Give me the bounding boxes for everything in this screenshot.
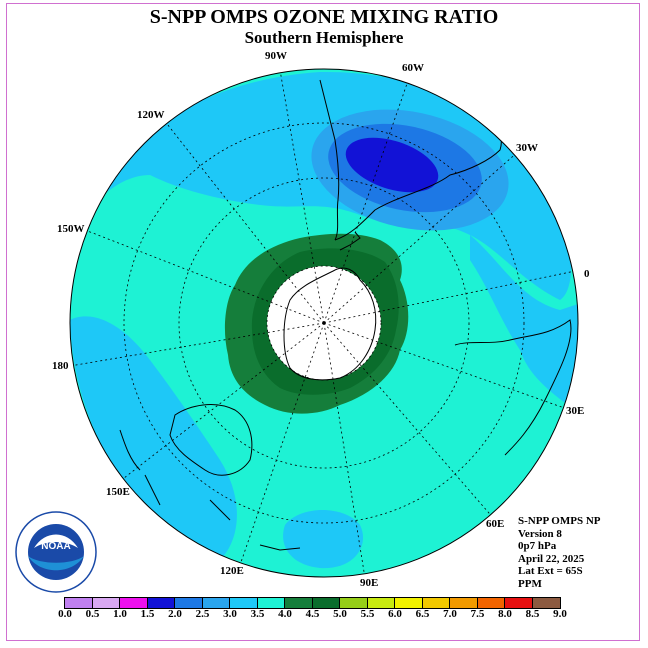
colorbar-tick-label: 3.5 (250, 608, 265, 620)
info-level: 0p7 hPa (518, 540, 557, 552)
map-title: S-NPP OMPS OZONE MIXING RATIO (149, 6, 499, 28)
colorbar-swatch (450, 598, 478, 608)
colorbar-tick-label: 7.5 (470, 608, 485, 620)
colorbar-tick-label: 0.0 (58, 608, 72, 620)
lon-label-120w: 120W (137, 109, 165, 121)
colorbar-tick-label: 2.0 (168, 608, 182, 620)
colorbar-tick-label: 8.0 (498, 608, 512, 620)
lon-label-0: 0 (584, 268, 590, 280)
lon-label-120e: 120E (220, 565, 244, 577)
info-units: PPM (518, 577, 542, 590)
colorbar-swatch (202, 598, 230, 608)
plot-frame (6, 3, 640, 641)
colorbar-tick-label: 5.0 (333, 608, 347, 620)
noaa-logo (15, 511, 97, 593)
colorbar-tick-label: 1.0 (113, 608, 127, 620)
colorbar-tick-label: 2.5 (195, 608, 210, 620)
lon-label-90w: 90W (265, 50, 287, 62)
info-date: April 22, 2025 (518, 552, 585, 565)
colorbar-tick-label: 5.5 (360, 608, 375, 620)
lon-label-180: 180 (52, 360, 69, 372)
colorbar-swatch (175, 598, 203, 608)
colorbar-swatch (340, 598, 368, 608)
lon-label-60w: 60W (402, 62, 424, 74)
colorbar-tick-label: 7.0 (443, 608, 457, 620)
colorbar-tick-label: 0.5 (85, 608, 100, 620)
map-subtitle: Southern Hemisphere (244, 28, 404, 47)
meridians (70, 69, 578, 577)
colorbar-tick-label: 3.0 (223, 608, 237, 620)
map-boundary (69, 68, 579, 578)
lon-label-60e: 60E (486, 518, 505, 530)
lon-label-90e: 90E (360, 577, 379, 589)
colorbar-swatch (395, 598, 423, 608)
info-instrument: S-NPP OMPS NP (518, 515, 601, 527)
lon-label-30w: 30W (516, 142, 538, 154)
noaa-logo-text: NOAA (41, 541, 70, 552)
lon-label-150w: 150W (57, 223, 85, 235)
colorbar-swatch (477, 598, 505, 608)
colorbar-swatch (312, 598, 340, 608)
colorbar-tick-label: 8.5 (525, 608, 540, 620)
lon-label-30e: 30E (566, 405, 585, 417)
colorbar-tick-label: 6.0 (388, 608, 402, 620)
info-version: Version 8 (518, 527, 562, 540)
colorbar-tick-label: 4.0 (278, 608, 292, 620)
ozone-field-3.0-3.5-west (70, 316, 237, 560)
colorbar-swatch (367, 598, 395, 608)
colorbar-ticks: 0.0 0.5 1.0 1.5 2.0 2.5 3.0 3.5 4.0 4.5 5.0 5.5 6.0 6… (0, 608, 648, 622)
colorbar (64, 597, 561, 609)
colorbar-swatch (532, 598, 560, 608)
ozone-field-1.5-2.0 (345, 137, 439, 193)
colorbar-swatch (120, 598, 148, 608)
colorbar-tick-label: 6.5 (415, 608, 430, 620)
info-lat-ext: Lat Ext = 65S (518, 565, 583, 577)
colorbar-swatch (422, 598, 450, 608)
latitude-circles (123, 122, 525, 524)
colorbar-tick-label: 9.0 (553, 608, 567, 620)
colorbar-swatch (230, 598, 258, 608)
colorbar-swatch (285, 598, 313, 608)
dataset-info: S-NPP OMPS NP Version 8 0p7 hPa April 22… (518, 515, 601, 590)
colorbar-swatch (92, 598, 120, 608)
colorbar-swatch (65, 598, 93, 608)
colorbar-tick-label: 1.5 (140, 608, 155, 620)
lon-label-150e: 150E (106, 486, 130, 498)
colorbar-swatch (147, 598, 175, 608)
colorbar-swatch (257, 598, 285, 608)
colorbar-tick-label: 4.5 (305, 608, 320, 620)
colorbar-swatch (505, 598, 533, 608)
